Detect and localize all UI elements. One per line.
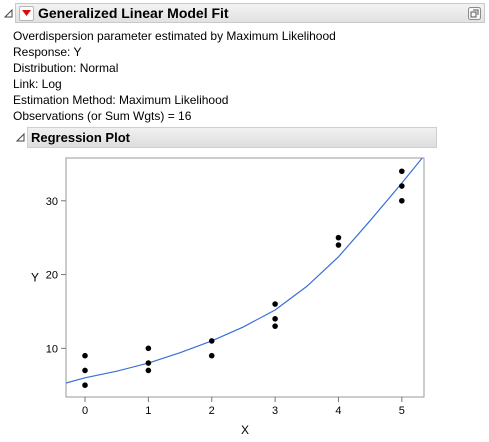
data-point [145,345,152,352]
y-axis-label: Y [31,271,39,285]
regression-plot-title-bar: Regression Plot [27,126,437,148]
data-point [82,382,88,388]
data-point [399,183,405,189]
glm-outline-header: Generalized Linear Model Fit [2,2,485,24]
glm-title-bar: Generalized Linear Model Fit [15,3,485,23]
red-triangle-menu-icon[interactable] [19,5,34,21]
y-tick-label: 30 [46,196,58,208]
x-tick-label: 0 [82,405,88,417]
x-tick-label: 2 [209,405,215,417]
data-point [145,360,152,366]
distribution-text: Distribution: Normal [13,61,119,75]
report-title: Generalized Linear Model Fit [38,5,229,21]
estimation-method-text: Estimation Method: Maximum Likelihood [13,93,229,107]
data-point [82,352,88,359]
response-text: Response: Y [13,45,82,59]
plot-frame [65,157,425,398]
data-point [399,168,405,175]
y-tick-label: 20 [46,270,58,282]
x-tick-label: 5 [399,405,405,417]
regression-plot: 0 1 2 3 4 5 10 20 30 X Y [31,157,425,437]
data-point [335,242,342,248]
fit-curve [66,158,423,384]
model-info: Overdispersion parameter estimated by Ma… [13,28,336,124]
data-point [272,301,278,307]
data-point [82,367,88,374]
restore-window-icon[interactable] [467,6,481,20]
link-text: Link: Log [13,77,62,91]
data-point [208,352,215,359]
data-point [335,234,342,241]
overdispersion-text: Overdispersion parameter estimated by Ma… [13,29,336,43]
disclosure-triangle-icon[interactable] [15,132,25,142]
data-point [272,316,278,322]
data-point [208,338,215,344]
x-axis-label: X [241,423,249,437]
regression-plot-header: Regression Plot [2,126,437,148]
data-point [145,367,152,374]
observations-text: Observations (or Sum Wgts) = 16 [13,109,192,123]
regression-plot-title: Regression Plot [31,129,130,145]
data-point [399,197,405,204]
disclosure-triangle-icon[interactable] [3,8,13,18]
x-tick-label: 3 [272,405,278,417]
data-point [272,323,278,329]
x-tick-label: 4 [335,405,341,417]
y-tick-label: 10 [46,343,58,355]
x-tick-label: 1 [145,405,151,417]
